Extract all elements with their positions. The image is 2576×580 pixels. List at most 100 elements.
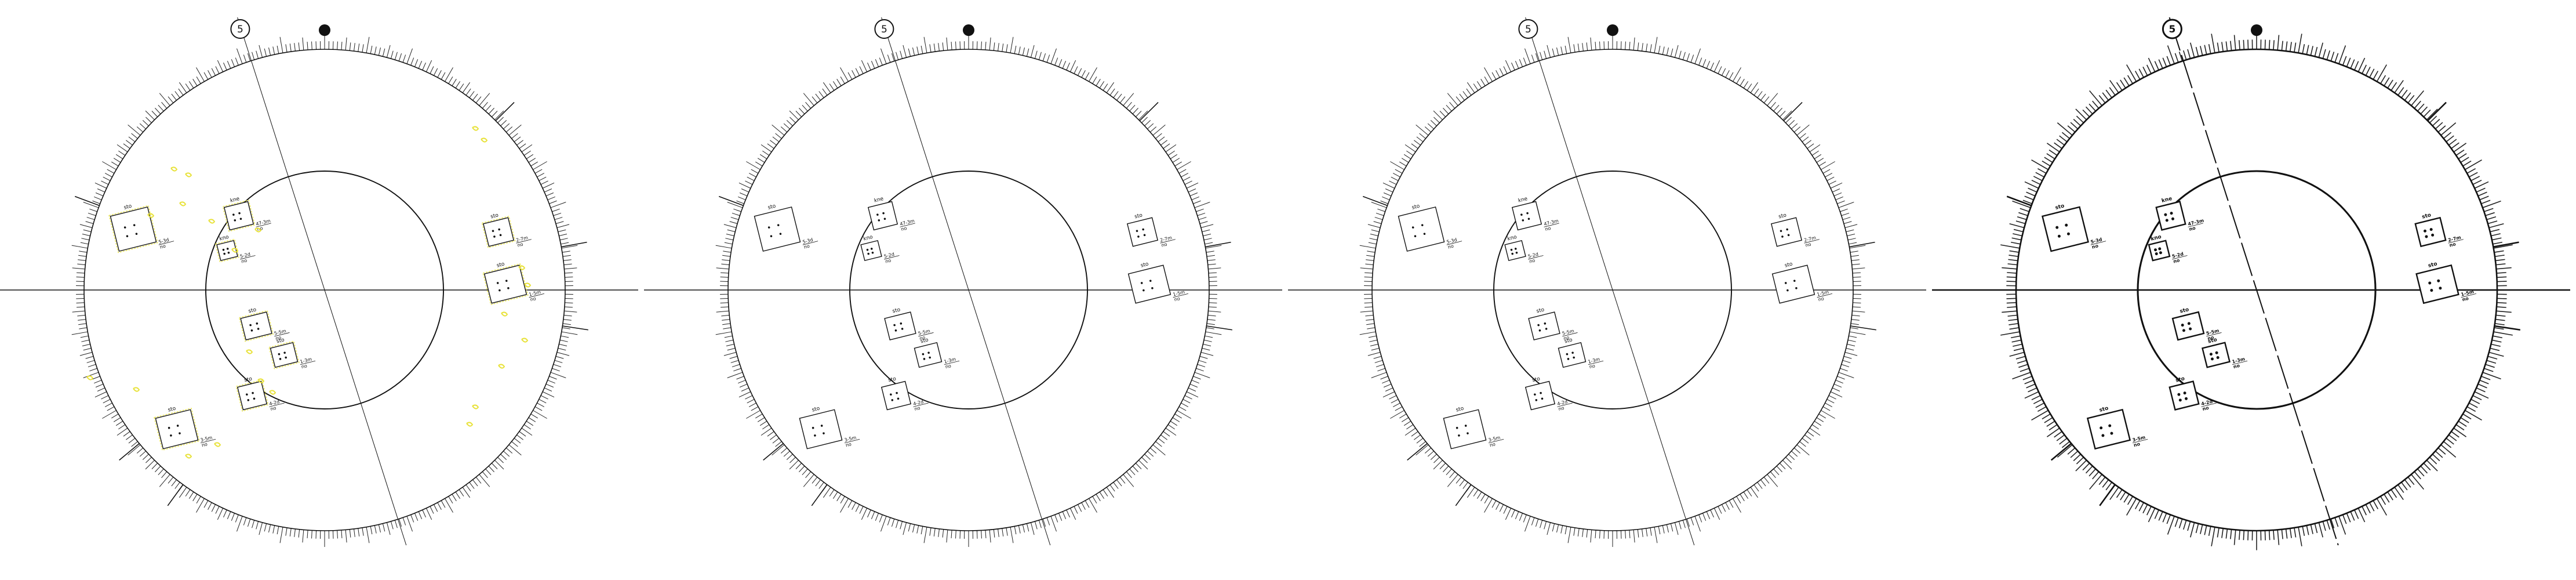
annotation-outline <box>235 379 269 412</box>
box-title: sto <box>248 307 257 314</box>
tick-mark <box>2022 200 2032 205</box>
tick-mark <box>526 420 534 426</box>
flag-mark <box>1455 484 1472 506</box>
label-underline <box>300 360 316 365</box>
tick-mark <box>2458 153 2467 160</box>
tick-mark <box>1791 451 1798 457</box>
box-dot <box>2181 324 2184 327</box>
box-title: sto <box>2207 337 2218 345</box>
box-title: sto <box>1134 212 1143 220</box>
tick-mark <box>2326 50 2331 60</box>
tick-mark <box>1050 516 1057 532</box>
box-side-label: no <box>241 258 248 264</box>
tick-mark <box>2440 122 2457 136</box>
tick-mark <box>2285 528 2288 539</box>
box-frame <box>1511 201 1542 231</box>
tick-mark <box>1207 319 1216 321</box>
tick-mark <box>89 208 97 212</box>
tick-mark <box>1642 528 1643 537</box>
tick-mark <box>1193 200 1201 204</box>
tick-mark <box>2497 281 2507 282</box>
tick-mark <box>550 372 566 378</box>
tick-mark <box>1567 527 1571 543</box>
tick-mark <box>521 427 533 436</box>
tick-mark <box>2167 45 2175 64</box>
tick-mark <box>88 364 96 368</box>
tick-mark <box>1850 251 1858 253</box>
tick-mark <box>1077 68 1082 76</box>
tick-mark <box>145 117 152 124</box>
tick-mark <box>445 67 453 82</box>
tick-mark <box>716 267 729 270</box>
tick-mark <box>1200 224 1214 229</box>
box-dot <box>2182 329 2185 332</box>
tick-mark <box>998 43 999 52</box>
tick-mark <box>1830 391 1843 398</box>
tick-mark <box>1499 504 1504 512</box>
tick-mark <box>95 192 104 197</box>
box-dot <box>279 358 282 360</box>
tick-mark <box>1802 438 1809 444</box>
box-side-label: no <box>2207 335 2215 342</box>
box-dot <box>1571 351 1574 354</box>
tick-mark <box>1743 491 1749 499</box>
tick-mark <box>1519 59 1523 67</box>
tick-mark <box>1366 323 1375 325</box>
tick-mark <box>1467 82 1475 93</box>
tick-mark <box>1152 124 1166 136</box>
tick-mark <box>294 528 296 537</box>
label-underline <box>944 360 960 365</box>
tick-mark <box>168 96 174 103</box>
tick-mark <box>772 444 785 456</box>
tick-mark <box>780 447 788 454</box>
box-dot <box>893 324 896 327</box>
tick-mark <box>268 47 271 56</box>
tick-mark <box>151 463 158 469</box>
tick-mark <box>1389 180 1397 185</box>
tick-mark <box>726 343 734 346</box>
tick-mark <box>111 414 119 419</box>
tick-mark <box>441 500 446 508</box>
tick-mark <box>155 107 161 114</box>
tick-mark <box>2243 39 2245 50</box>
tick-mark <box>2024 181 2039 189</box>
tick-mark <box>418 60 423 69</box>
tick-mark <box>1484 67 1493 82</box>
tick-mark <box>1203 339 1212 342</box>
tick-mark <box>168 477 174 484</box>
tick-mark <box>1843 221 1852 224</box>
tick-mark <box>2491 339 2502 343</box>
tick-mark <box>2481 375 2491 380</box>
tick-mark <box>1852 267 1865 270</box>
tick-mark <box>1366 259 1374 261</box>
box-dot <box>176 425 179 427</box>
box-side-label: no <box>2173 258 2181 264</box>
tick-mark <box>1141 456 1148 463</box>
flag-mark <box>718 195 744 206</box>
tick-mark <box>285 527 288 536</box>
tick-mark <box>113 158 121 163</box>
tick-mark <box>2465 409 2482 420</box>
box-side-label: 47-3m <box>1543 218 1559 227</box>
box-frame <box>1443 409 1487 449</box>
tick-mark <box>475 477 482 484</box>
tick-mark <box>158 104 164 111</box>
tick-mark <box>1633 37 1635 50</box>
tick-mark <box>1416 438 1424 444</box>
tick-mark <box>562 323 571 325</box>
tick-mark <box>1196 208 1204 212</box>
tick-mark <box>2485 364 2495 368</box>
box-dot <box>1780 230 1782 233</box>
tick-mark <box>1399 414 1407 419</box>
tick-mark <box>2314 46 2318 57</box>
tick-mark <box>1818 414 1826 419</box>
tick-mark <box>2187 49 2191 59</box>
tick-mark <box>871 511 875 520</box>
tick-mark <box>1729 72 1734 80</box>
annotation-mark <box>518 265 526 270</box>
tick-mark <box>2076 456 2084 465</box>
box-dot <box>256 322 259 325</box>
tick-mark <box>86 217 95 220</box>
